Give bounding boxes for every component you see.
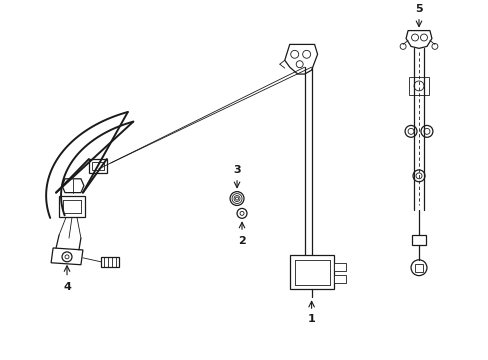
Text: 2: 2 [238, 236, 245, 246]
Circle shape [399, 44, 405, 49]
Circle shape [290, 50, 298, 58]
Bar [92, 162, 103, 170]
Circle shape [411, 34, 418, 41]
Text: 3: 3 [233, 165, 241, 175]
Circle shape [412, 170, 424, 182]
Polygon shape [62, 179, 84, 193]
Circle shape [65, 255, 69, 259]
Circle shape [240, 211, 244, 215]
Circle shape [410, 260, 426, 276]
Bar [408, 77, 428, 95]
Bar [334, 263, 346, 271]
Circle shape [230, 192, 244, 206]
Circle shape [237, 208, 246, 218]
Text: 4: 4 [63, 282, 71, 292]
Circle shape [415, 173, 421, 179]
Bar [411, 235, 425, 245]
Circle shape [62, 252, 72, 262]
Circle shape [296, 61, 303, 68]
Text: 5: 5 [414, 4, 422, 14]
Text: 1: 1 [307, 314, 315, 324]
Bar [101, 257, 119, 267]
Bar [89, 159, 106, 173]
Bar [59, 195, 85, 217]
Circle shape [404, 125, 416, 137]
Bar [414, 264, 422, 272]
Circle shape [302, 50, 310, 58]
Circle shape [431, 44, 437, 49]
Circle shape [420, 125, 432, 137]
Polygon shape [284, 44, 317, 74]
Polygon shape [51, 248, 83, 265]
Circle shape [420, 34, 427, 41]
Bar [334, 275, 346, 283]
Polygon shape [405, 31, 431, 48]
Circle shape [407, 129, 413, 134]
Bar [289, 255, 334, 289]
Circle shape [413, 81, 423, 91]
Circle shape [423, 129, 429, 134]
